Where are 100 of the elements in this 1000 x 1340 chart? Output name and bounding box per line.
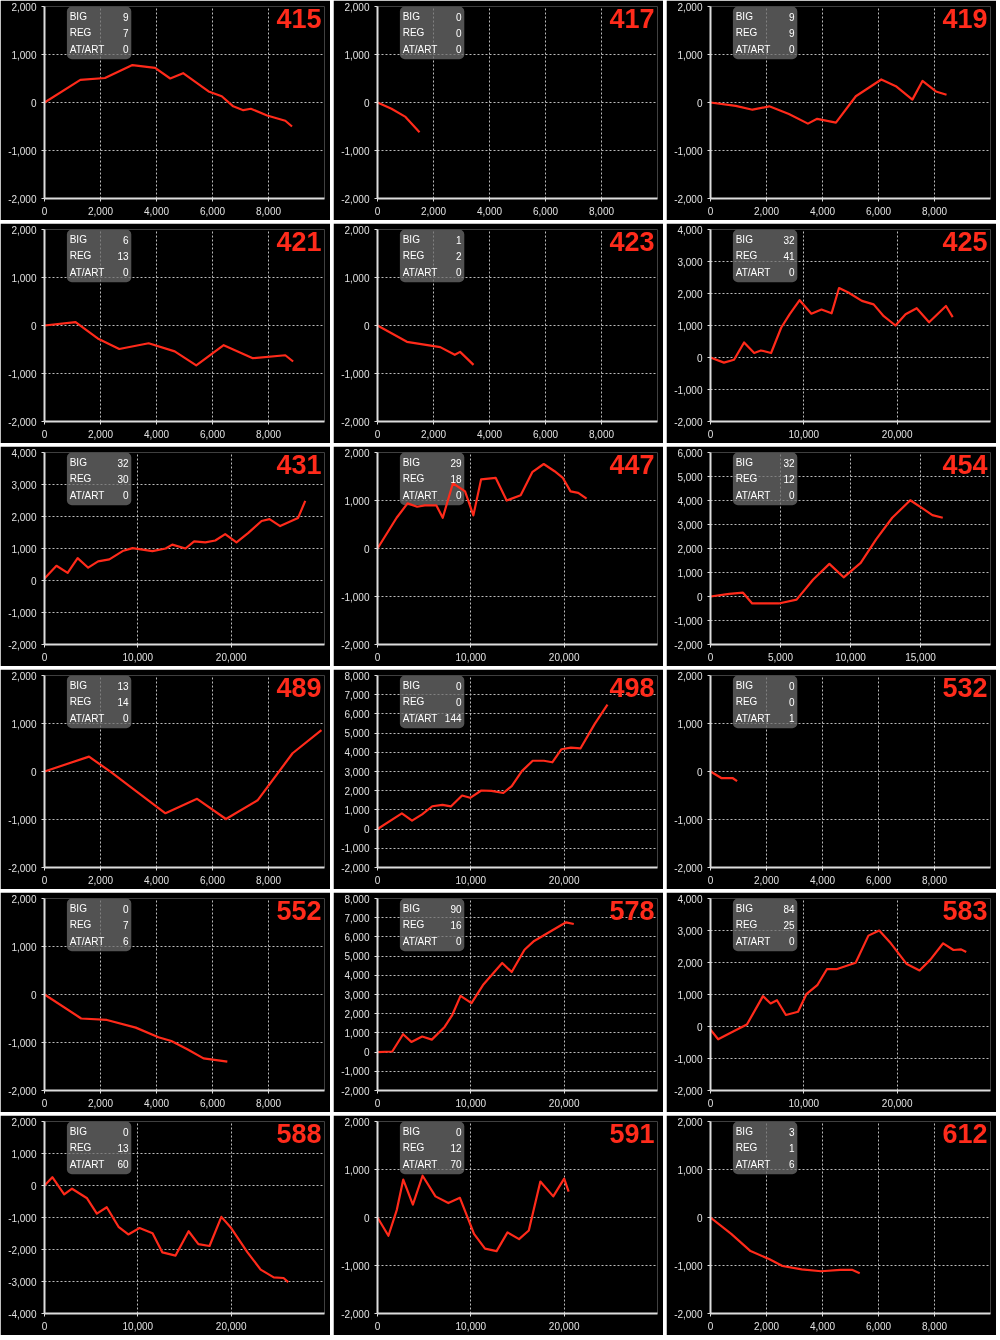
x-tick-label: 6,000: [199, 428, 226, 440]
annotation: AT/ART: [402, 489, 438, 501]
annotation: AT/ART: [402, 1158, 438, 1170]
chart-title: 447: [609, 449, 655, 480]
y-tick-label: 0: [363, 320, 370, 332]
y-tick-label: 0: [696, 591, 703, 603]
y-tick-label: 0: [696, 352, 703, 364]
y-tick-label: 8,000: [344, 670, 370, 682]
x-tick-label: 8,000: [255, 428, 282, 440]
annotation: 13: [117, 250, 129, 262]
x-tick-label: 2,000: [87, 1097, 114, 1109]
annotation: 0: [788, 936, 795, 948]
y-tick-label: 1,000: [11, 941, 37, 953]
x-tick-label: 6,000: [199, 874, 226, 886]
y-tick-label: 4,000: [677, 224, 703, 236]
annotation: AT/ART: [402, 43, 438, 55]
annotation: 0: [122, 903, 129, 915]
x-tick-label: 6,000: [532, 428, 559, 440]
y-tick-label: 0: [363, 97, 370, 109]
y-tick-label: 2,000: [677, 1116, 703, 1128]
chart-title: 583: [942, 895, 988, 926]
x-tick-label: 4,000: [476, 205, 503, 217]
y-tick-label: 1,000: [677, 989, 703, 1001]
y-tick-label: 2,000: [344, 447, 370, 459]
annotation: BIG: [402, 1126, 421, 1138]
y-tick-label: 1,000: [11, 272, 37, 284]
annotation: BIG: [69, 11, 88, 23]
x-tick-label: 2,000: [753, 874, 780, 886]
annotation: 0: [122, 267, 129, 279]
y-tick-label: -1,000: [674, 615, 703, 627]
y-tick-label: 0: [363, 543, 370, 555]
x-tick-label: 0: [41, 1097, 48, 1109]
line-series: [44, 63, 294, 128]
x-tick-label: 8,000: [588, 205, 615, 217]
y-tick-label: 1,000: [344, 1164, 370, 1176]
y-tick-label: -2,000: [674, 862, 703, 874]
x-tick-label: 8,000: [255, 205, 282, 217]
x-tick-label: 4,000: [809, 874, 836, 886]
y-tick-label: 8,000: [344, 893, 370, 905]
annotation: AT/ART: [735, 712, 771, 724]
y-tick-label: 1,000: [344, 804, 370, 816]
x-tick-label: 20,000: [548, 1097, 580, 1109]
x-tick-label: 10,000: [455, 874, 487, 886]
annotation: 0: [455, 44, 462, 56]
y-tick-label: -2,000: [674, 416, 703, 428]
annotation: BIG: [735, 457, 754, 469]
x-tick-label: 0: [374, 205, 381, 217]
y-tick-label: 1,000: [677, 49, 703, 61]
annotation: 9: [788, 27, 795, 39]
line-series: [710, 78, 948, 125]
annotation: 0: [455, 680, 462, 692]
y-tick-label: 1,000: [11, 543, 37, 555]
chart-title: 552: [276, 895, 322, 926]
annotation: 0: [455, 696, 462, 708]
x-tick-label: 6,000: [532, 205, 559, 217]
x-tick-label: 0: [707, 651, 714, 663]
x-tick-label: 2,000: [753, 1320, 780, 1332]
y-tick-label: -2,000: [674, 1308, 703, 1320]
x-tick-label: 10,000: [788, 428, 820, 440]
y-tick-label: 3,000: [677, 256, 703, 268]
x-tick-label: 2,000: [87, 874, 114, 886]
x-tick-label: 0: [707, 1320, 714, 1332]
line-series: [377, 324, 475, 366]
annotation: 9: [122, 11, 129, 23]
y-tick-label: 2,000: [344, 1, 370, 13]
x-tick-label: 0: [707, 1097, 714, 1109]
y-tick-label: -2,000: [8, 862, 37, 874]
annotation: 41: [783, 250, 795, 262]
annotation: REG: [69, 27, 92, 39]
y-tick-label: 5,000: [344, 951, 370, 963]
annotation: 30: [117, 473, 129, 485]
y-tick-label: -3,000: [8, 1276, 37, 1288]
y-tick-label: -1,000: [674, 814, 703, 826]
annotation: AT/ART: [69, 712, 105, 724]
annotation: 13: [117, 680, 129, 692]
chart-title: 591: [609, 1118, 655, 1149]
annotation: 0: [122, 1126, 129, 1138]
x-tick-label: 8,000: [921, 205, 948, 217]
y-tick-label: 1,000: [677, 567, 703, 579]
y-tick-label: 1,000: [11, 49, 37, 61]
annotation: REG: [402, 919, 425, 931]
y-tick-label: 4,000: [11, 447, 37, 459]
y-tick-label: -1,000: [341, 1260, 370, 1272]
y-tick-label: 5,000: [677, 471, 703, 483]
chart-title: 423: [609, 226, 655, 257]
annotation: 0: [455, 27, 462, 39]
line-series: [377, 921, 575, 1054]
line-series: [710, 286, 954, 364]
y-tick-label: 4,000: [677, 893, 703, 905]
annotation: BIG: [735, 1126, 754, 1138]
annotation: 32: [783, 457, 795, 469]
annotation: 12: [783, 473, 795, 485]
annotation: 90: [450, 903, 462, 915]
y-tick-label: 7,000: [344, 689, 370, 701]
y-tick-label: -2,000: [341, 416, 370, 428]
chart-title: 489: [276, 672, 322, 703]
x-tick-label: 6,000: [199, 1097, 226, 1109]
y-tick-label: 2,000: [677, 543, 703, 555]
annotation: 6: [788, 1159, 795, 1171]
annotation: 9: [788, 11, 795, 23]
